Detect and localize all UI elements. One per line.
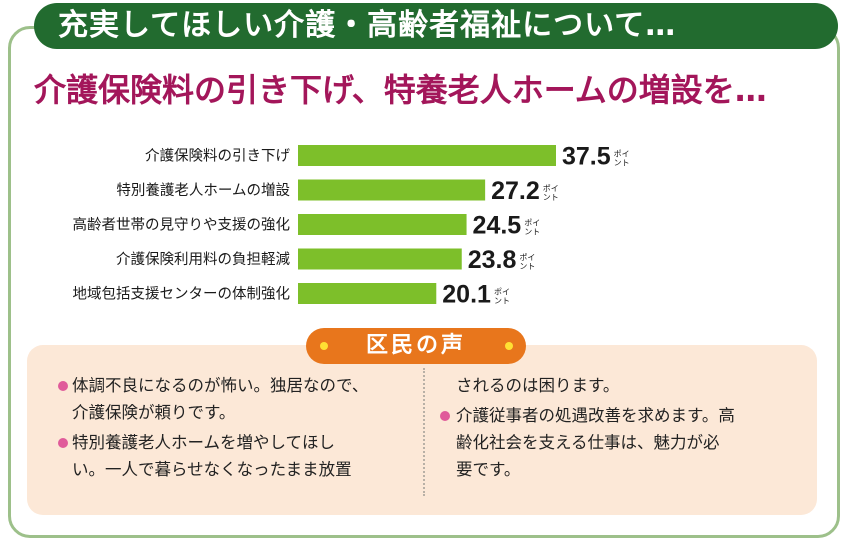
unit-label: ポイ [494, 288, 510, 297]
title-banner [34, 3, 838, 49]
unit-label: ント [543, 193, 559, 202]
value-label: 37.5 [562, 143, 611, 171]
voice-left-line-3: 特別養護老人ホームを増やしてほし [72, 433, 336, 452]
value-label: 20.1 [442, 281, 491, 309]
value-label: 27.2 [491, 177, 540, 205]
bullet-icon [58, 381, 68, 391]
unit-label: ント [519, 262, 535, 271]
category-label: 介護保険利用料の負担軽減 [116, 251, 290, 268]
voice-right-line-1: されるのは困ります。 [456, 376, 620, 395]
voice-right-line-2: 介護従事者の処遇改善を求めます。高 [456, 406, 735, 425]
category-label: 高齢者世帯の見守りや支援の強化 [73, 217, 291, 234]
unit-label: ント [614, 159, 630, 168]
bar [298, 145, 556, 166]
voice-right-line-4: 要です。 [456, 460, 521, 479]
bar [298, 283, 437, 304]
category-label: 介護保険料の引き下げ [145, 148, 290, 165]
voice-left-line-1: 体調不良になるのが怖い。独居なので、 [72, 376, 369, 395]
dot-icon-right [505, 342, 513, 350]
voice-left-line-2: 介護保険が頼りです。 [72, 403, 236, 422]
voices-divider [423, 368, 425, 496]
bullet-icon [440, 411, 450, 421]
unit-label: ポイ [543, 184, 559, 193]
voices-heading: 区民の声 [365, 333, 466, 358]
bar [298, 179, 486, 201]
unit-label: ポイ [614, 150, 630, 159]
dot-icon-left [320, 342, 328, 350]
unit-label: ント [524, 228, 540, 237]
voices-panel [27, 345, 817, 515]
voice-right-line-3: 齢化社会を支える仕事は、魅力が必 [456, 433, 720, 452]
unit-label: ポイ [519, 253, 535, 262]
unit-label: ポイ [524, 219, 540, 228]
bar [298, 248, 462, 270]
category-label: 特別養護老人ホームの増設 [116, 181, 290, 199]
page-title: 充実してほしい介護・高齢者福祉について… [58, 8, 677, 43]
voices-heading-badge [306, 328, 526, 364]
unit-label: ント [494, 297, 510, 306]
category-label: 地域包括支援センターの体制強化 [73, 286, 291, 303]
chart-subtitle: 介護保険料の引き下げ、特養老人ホームの増設を… [34, 71, 767, 109]
value-label: 24.5 [473, 212, 522, 240]
value-label: 23.8 [468, 246, 517, 274]
bar [298, 214, 467, 235]
voice-left-line-4: い。一人で暮らせなくなったまま放置 [72, 460, 352, 479]
bullet-icon [58, 438, 68, 448]
